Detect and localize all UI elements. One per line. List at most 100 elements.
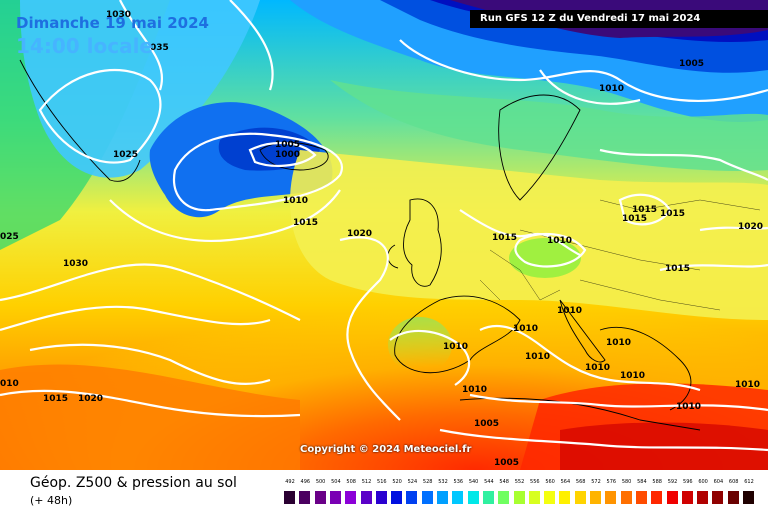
legend-value: 508 — [346, 479, 356, 485]
legend-value: 560 — [545, 479, 555, 485]
legend-swatch — [697, 491, 709, 504]
isobar-1010-iberia — [389, 329, 471, 386]
isobar-1010-germany — [514, 233, 587, 268]
isobar-label: 1010 — [283, 196, 308, 206]
legend-value: 512 — [361, 479, 372, 485]
z500-south-west — [0, 364, 300, 470]
italy-coast — [559, 299, 606, 363]
legend-value: 564 — [560, 479, 571, 485]
isobar-1025-greenland — [38, 68, 162, 164]
geopotential-map-svg: 1030 035 1025 1005 1000 1010 1015 1020 0… — [0, 0, 768, 470]
isobar-label: 1015 — [492, 233, 517, 243]
legend-swatch — [360, 491, 372, 504]
isobar-1005-africa — [439, 428, 768, 452]
isobar-1020-atlantic — [339, 236, 401, 421]
isobar-label: 1010 — [443, 342, 468, 352]
forecast-date: Dimanche 19 mai 2024 — [16, 14, 209, 32]
legend-value: 524 — [407, 479, 418, 485]
isobar-1015-poland — [618, 193, 672, 226]
legend-swatch — [284, 491, 295, 504]
legend-swatch — [605, 491, 617, 504]
legend-value: 572 — [591, 479, 601, 485]
isobar-1010-med — [479, 325, 701, 392]
legend-value: 596 — [683, 479, 693, 485]
isobar-label: 1005 — [679, 59, 704, 69]
legend-value: 516 — [377, 479, 387, 485]
model-run-label: Run GFS 12 Z du Vendredi 17 mai 2024 — [470, 10, 768, 28]
legend-value: 608 — [728, 479, 739, 485]
isobar-1020-east — [699, 226, 768, 232]
britain-coast — [403, 198, 442, 287]
legend-swatch — [406, 491, 418, 504]
legend-swatch — [712, 491, 724, 504]
isobar-label: 1015 — [632, 205, 657, 215]
scandinavia-coast — [498, 94, 581, 201]
legend-value: 584 — [637, 479, 647, 485]
legend-value: 492 — [285, 479, 295, 485]
isobar-1005-iceland — [248, 141, 317, 167]
legend-value: 532 — [438, 479, 448, 485]
legend-swatch — [528, 491, 540, 504]
isobar-label: 1020 — [347, 229, 372, 239]
forecast-lead-time: (+ 48h) — [30, 494, 73, 507]
isobar-1015-iceland — [109, 189, 341, 242]
isobar-1010-north — [539, 69, 641, 105]
legend-swatch — [681, 491, 693, 504]
isobar-1025-left — [0, 263, 301, 321]
isobar-1010-africa — [469, 393, 768, 412]
legend-swatch — [482, 491, 494, 504]
legend-value: 536 — [453, 479, 464, 485]
isobar-label: 1010 — [676, 402, 701, 412]
isobar-1020-south — [29, 343, 271, 386]
legend-value: 548 — [499, 479, 509, 485]
isobar-1030-azores — [0, 305, 271, 332]
legend-value: 520 — [392, 479, 402, 485]
legend-swatch — [437, 491, 448, 504]
isobar-label: 1015 — [665, 264, 690, 274]
legend-value: 592 — [667, 479, 678, 485]
isobar-1015-east — [659, 263, 768, 272]
map-title: Géop. Z500 & pression au sol — [30, 475, 237, 491]
legend-swatch — [329, 491, 341, 504]
isobar-label: 1010 — [462, 385, 487, 395]
borders — [479, 199, 761, 311]
isobar-1030-top — [229, 0, 274, 91]
legend-swatch — [299, 491, 311, 504]
copyright-text: Copyright © 2024 Meteociel.fr — [300, 444, 472, 455]
isobar-1015-south — [0, 389, 301, 418]
forecast-time: 14:00 locale — [16, 34, 153, 58]
legend-value: 504 — [331, 479, 341, 485]
isobar-labels: 1030 035 1025 1005 1000 1010 1015 1020 0… — [0, 10, 763, 468]
isobar-label: 1010 — [735, 380, 760, 390]
isobar-label: 1015 — [622, 214, 647, 224]
isobar-label: 1005 — [474, 419, 499, 429]
legend-swatch — [391, 491, 403, 504]
greenland-coast — [19, 59, 141, 182]
legend-value: 580 — [621, 479, 632, 485]
isobars — [0, 0, 768, 450]
legend-swatch — [590, 491, 601, 504]
legend-swatch — [574, 491, 586, 504]
legend-swatch — [314, 491, 326, 504]
map-footer: Géop. Z500 & pression au sol (+ 48h) 492… — [0, 470, 768, 512]
legend-value: 612 — [744, 479, 754, 485]
legend-value: 540 — [468, 479, 479, 485]
isobar-label: 1030 — [63, 259, 88, 269]
legend-value: 544 — [484, 479, 494, 485]
legend-swatch — [727, 491, 739, 504]
legend-swatch — [651, 491, 663, 504]
legend-swatch — [635, 491, 647, 504]
z500-band-cyan — [20, 0, 260, 178]
isobar-1005-north — [399, 39, 768, 103]
legend-swatch — [666, 491, 678, 504]
isobar-label: 1005 — [494, 458, 519, 468]
legend-swatch — [743, 491, 754, 504]
legend-value: 528 — [422, 479, 433, 485]
legend-value: 556 — [530, 479, 540, 485]
isobar-label: 1030 — [106, 10, 131, 20]
legend-swatch — [544, 491, 556, 504]
legend-value: 600 — [698, 479, 708, 485]
isobar-label: 1020 — [738, 222, 763, 232]
isobar-1015-baltic — [599, 148, 768, 181]
legend-value: 568 — [575, 479, 586, 485]
